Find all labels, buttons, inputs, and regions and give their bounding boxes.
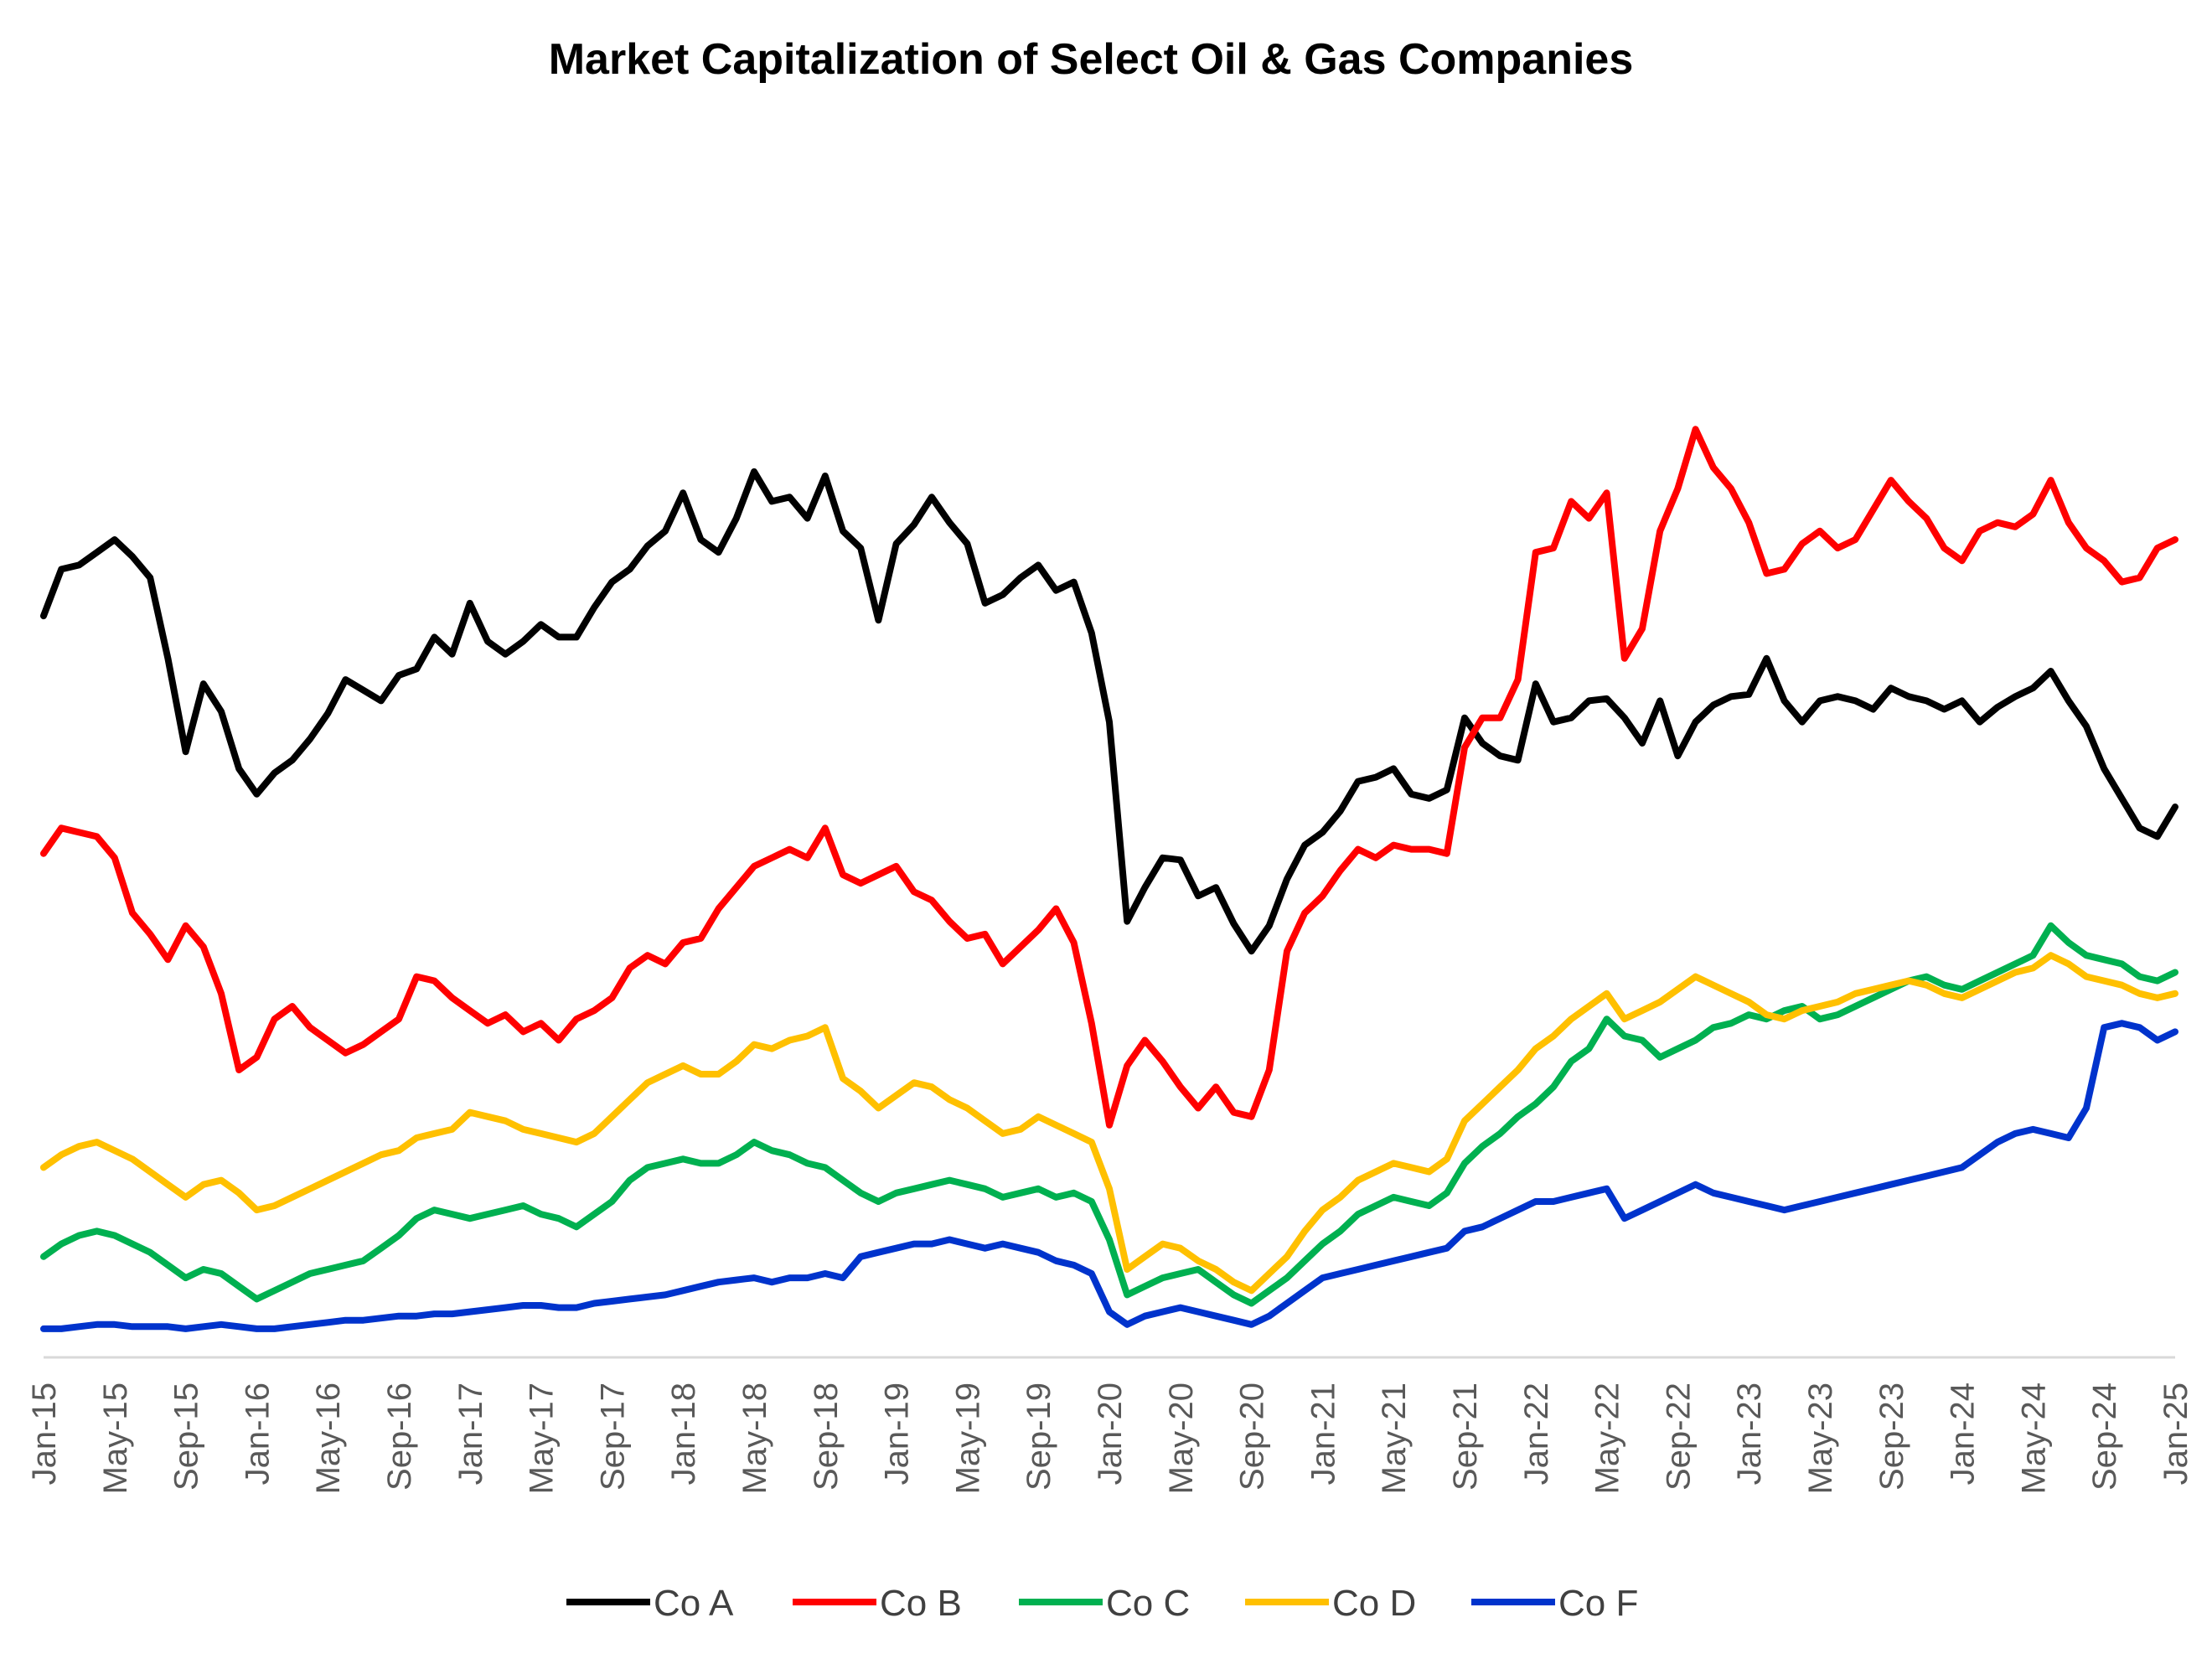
plot-area [40, 426, 2178, 1359]
x-tick-label: Jan-24 [1945, 1382, 1982, 1485]
x-tick-label: May-19 [949, 1382, 986, 1494]
legend-item-co-f: Co F [1471, 1583, 1638, 1624]
legend: Co A Co B Co C Co D Co F [566, 1583, 1638, 1624]
x-tick-label: Jan-16 [239, 1382, 276, 1485]
series-line-co-a [40, 468, 2178, 955]
x-tick-label: Jan-20 [1092, 1382, 1129, 1485]
legend-label: Co C [1106, 1583, 1190, 1624]
x-axis-tick-labels: Jan-15 May-15 Sep-15 Jan-16 May-16 Sep-16 Jan-… [26, 1382, 2194, 1494]
legend-item-co-d: Co D [1245, 1583, 1416, 1624]
legend-item-co-b: Co B [793, 1583, 962, 1624]
series-line-co-b [40, 426, 2178, 1129]
x-tick-label: Sep-22 [1660, 1382, 1697, 1491]
series-line-co-f [40, 1020, 2178, 1332]
x-tick-label: Jan-18 [665, 1382, 702, 1485]
x-tick-label: Jan-17 [452, 1382, 489, 1485]
x-tick-label: Jan-23 [1731, 1382, 1768, 1485]
x-tick-label: May-22 [1589, 1382, 1626, 1494]
x-tick-label: May-16 [310, 1382, 347, 1494]
x-tick-label: May-21 [1376, 1382, 1413, 1494]
legend-item-co-c: Co C [1019, 1583, 1190, 1624]
series-line-co-c [40, 922, 2178, 1307]
x-tick-label: May-23 [1802, 1382, 1839, 1494]
x-tick-label: Sep-20 [1234, 1382, 1271, 1491]
x-tick-label: Jan-25 [2158, 1382, 2194, 1485]
x-tick-label: May-20 [1163, 1382, 1200, 1494]
legend-label: Co F [1558, 1583, 1638, 1624]
x-tick-label: May-17 [524, 1382, 561, 1494]
x-tick-label: Sep-21 [1447, 1382, 1484, 1491]
x-tick-label: Sep-17 [594, 1382, 631, 1491]
x-tick-label: May-15 [97, 1382, 134, 1494]
chart-title: Market Capitalization of Select Oil & Ga… [549, 35, 1634, 84]
x-tick-label: May-24 [2015, 1382, 2052, 1494]
x-tick-label: Sep-23 [1873, 1382, 1910, 1491]
x-tick-label: Sep-19 [1021, 1382, 1057, 1491]
x-tick-label: Sep-18 [808, 1382, 845, 1491]
series-line-co-d [40, 952, 2178, 1295]
legend-label: Co D [1332, 1583, 1416, 1624]
x-tick-label: Jan-22 [1518, 1382, 1555, 1485]
legend-item-co-a: Co A [566, 1583, 734, 1624]
x-tick-label: Sep-15 [168, 1382, 205, 1491]
series-group [40, 426, 2178, 1332]
x-tick-label: Jan-15 [26, 1382, 63, 1485]
x-tick-label: Sep-24 [2086, 1382, 2123, 1491]
legend-label: Co A [654, 1583, 734, 1624]
x-tick-label: Jan-19 [879, 1382, 916, 1485]
x-tick-label: May-18 [736, 1382, 773, 1494]
x-tick-label: Sep-16 [381, 1382, 418, 1491]
legend-label: Co B [880, 1583, 962, 1624]
x-tick-label: Jan-21 [1305, 1382, 1341, 1485]
